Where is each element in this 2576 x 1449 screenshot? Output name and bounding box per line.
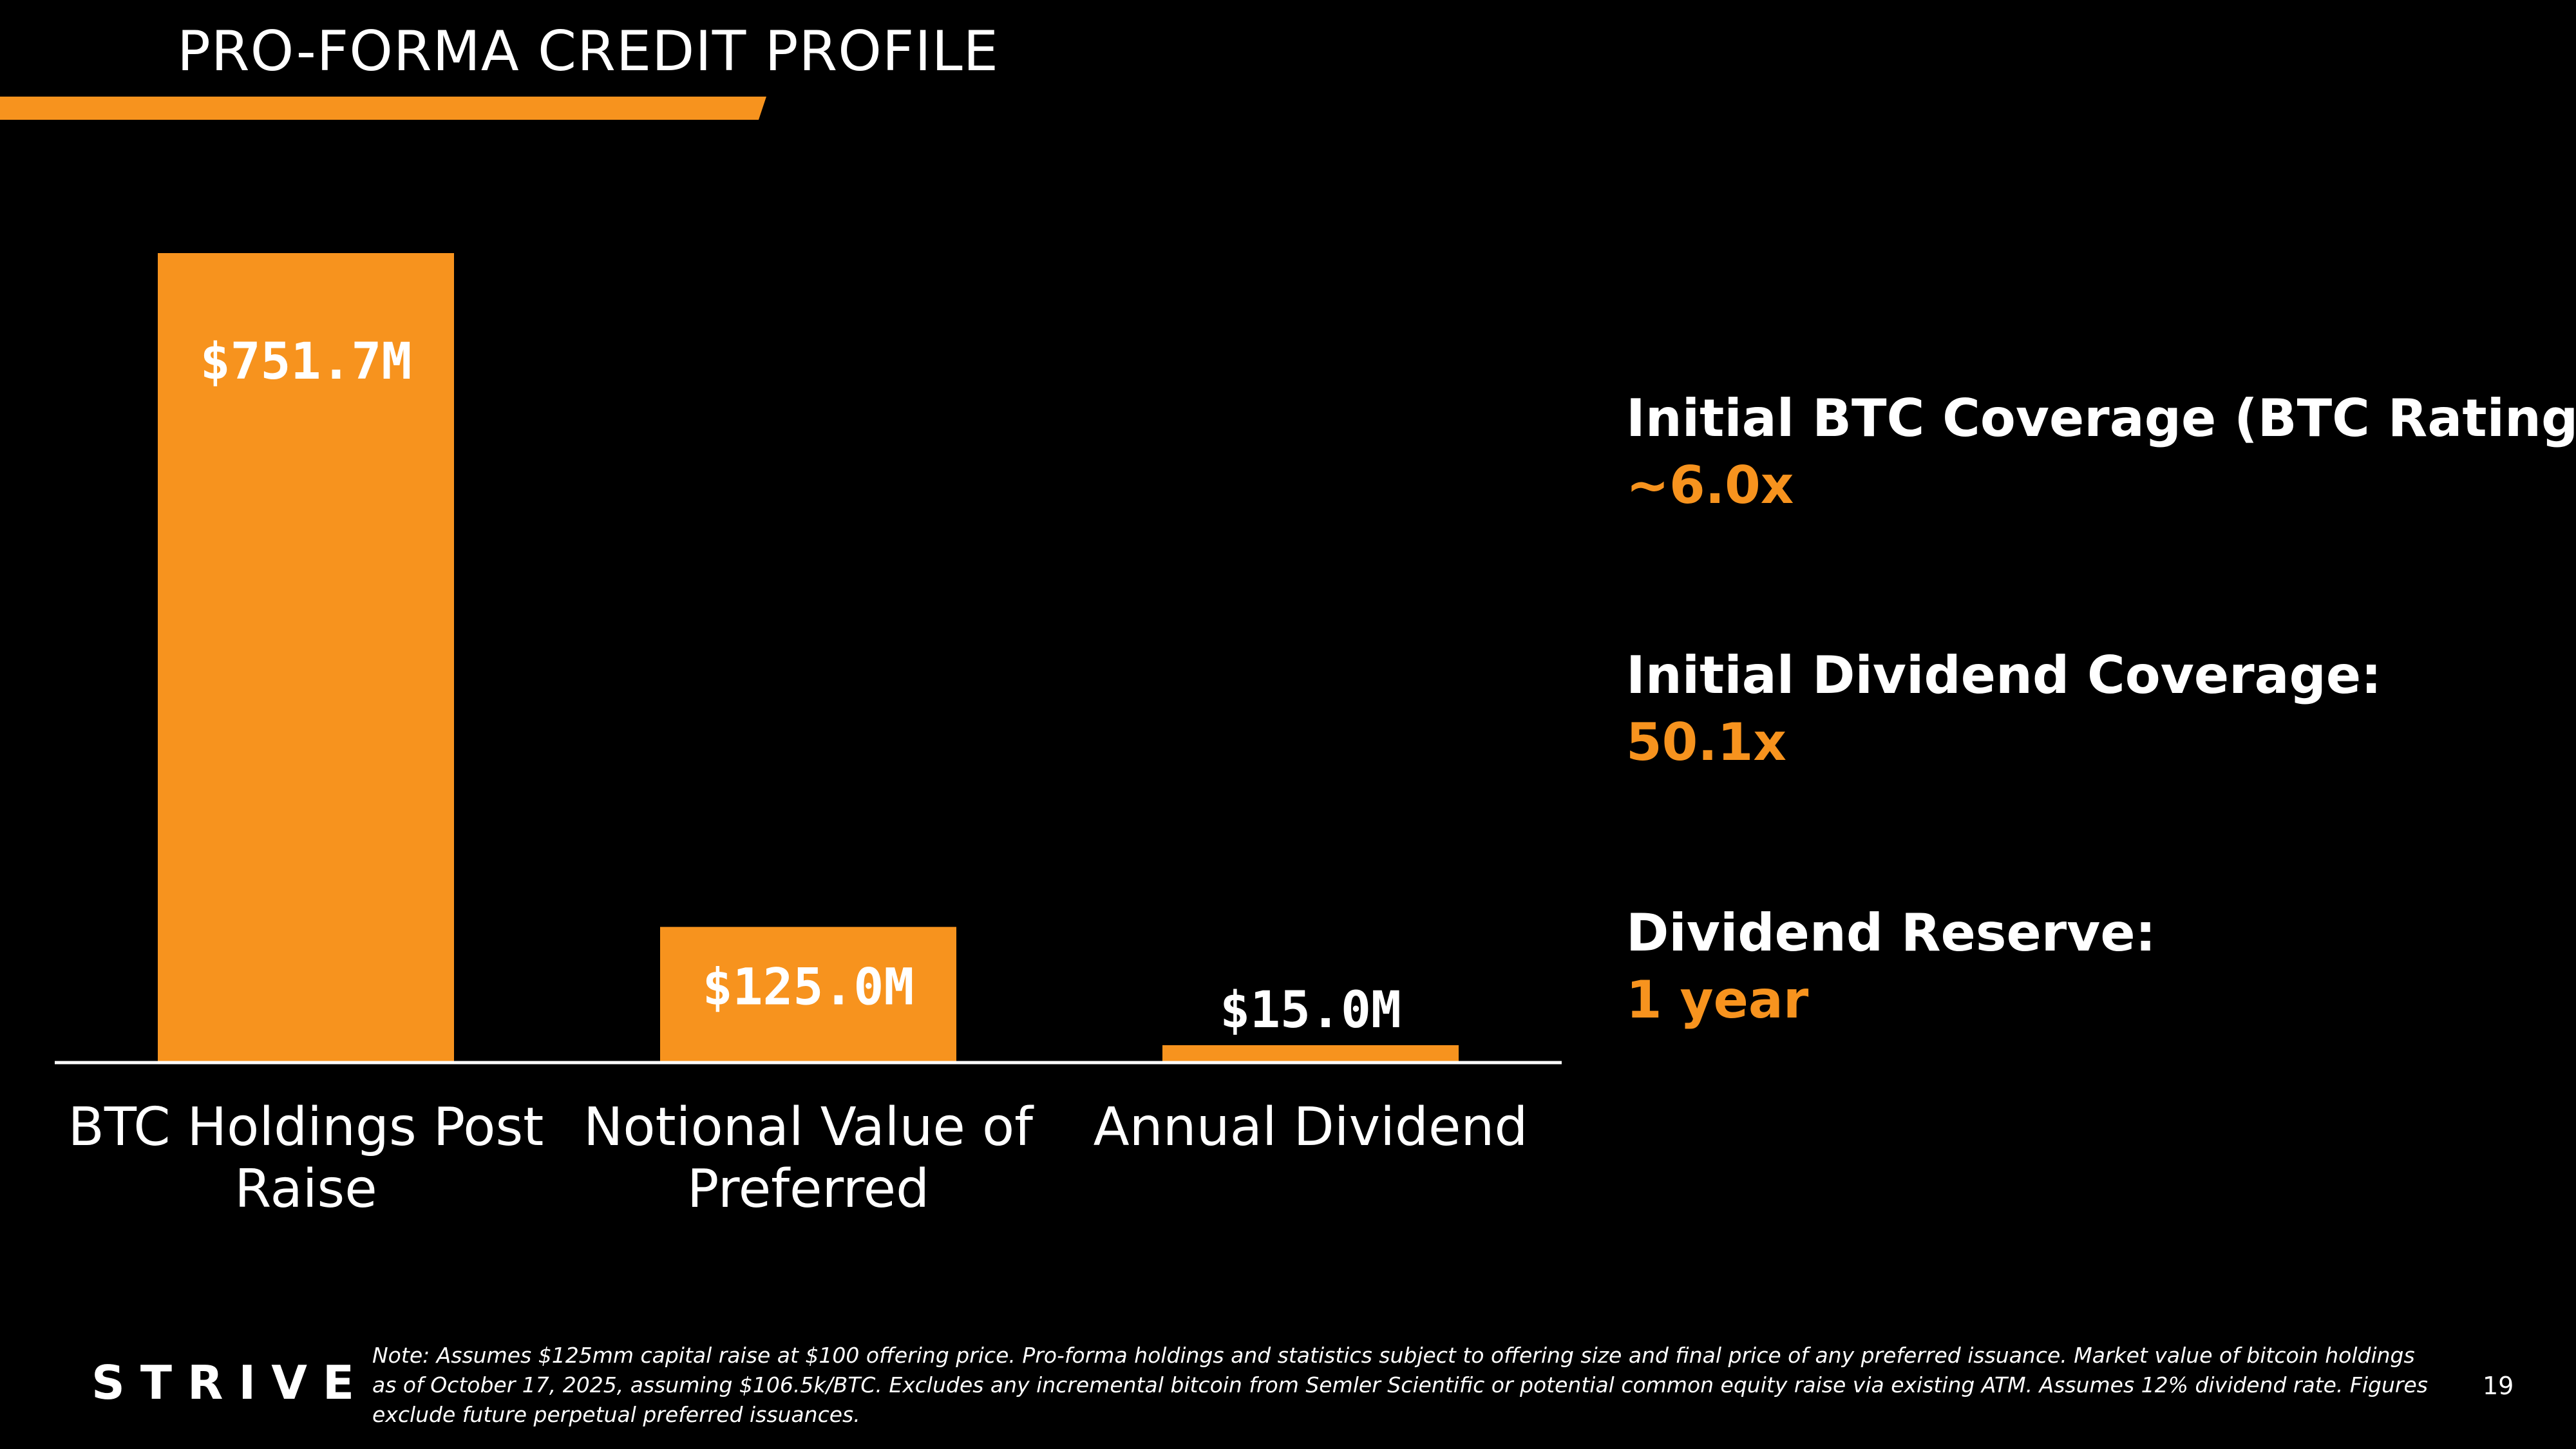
stat-dividend-coverage: Initial Dividend Coverage: 50.1x [1626,642,2382,776]
title-underline-bar [0,97,766,120]
footnote: Note: Assumes $125mm capital raise at $1… [372,1343,2428,1427]
data-label-2: $125.0M [703,958,914,1016]
stat-dividend-reserve-label: Dividend Reserve: [1626,903,2156,963]
page-title: PRO-FORMA CREDIT PROFILE [177,19,999,84]
stat-btc-coverage-label: Initial BTC Coverage (BTC Rating): [1626,388,2576,448]
bar-3 [1162,1045,1459,1061]
stat-dividend-coverage-value: 50.1x [1626,712,1786,772]
bar-chart: $751.7M BTC Holdings Post Raise $125.0M Noti… [55,253,1562,1220]
data-label-3: $15.0M [1220,981,1401,1039]
stat-btc-coverage-value: ~6.0x [1626,455,1794,515]
stat-dividend-reserve-value: 1 year [1626,970,1809,1030]
stat-dividend-coverage-label: Initial Dividend Coverage: [1626,645,2382,705]
data-label-1: $751.7M [200,333,412,391]
strive-logo: STRIVE [91,1356,370,1410]
stat-dividend-reserve: Dividend Reserve: 1 year [1626,900,2156,1034]
page-number: 19 [2483,1372,2514,1400]
stat-btc-coverage: Initial BTC Coverage (BTC Rating): ~6.0x [1626,385,2576,519]
bar-1 [158,253,454,1061]
category-label-1: BTC Holdings Post Raise [68,1097,544,1220]
category-label-2: Notional Value of Preferred [583,1097,1034,1220]
category-label-3: Annual Dividend [1094,1097,1528,1158]
bar-2 [660,927,956,1061]
